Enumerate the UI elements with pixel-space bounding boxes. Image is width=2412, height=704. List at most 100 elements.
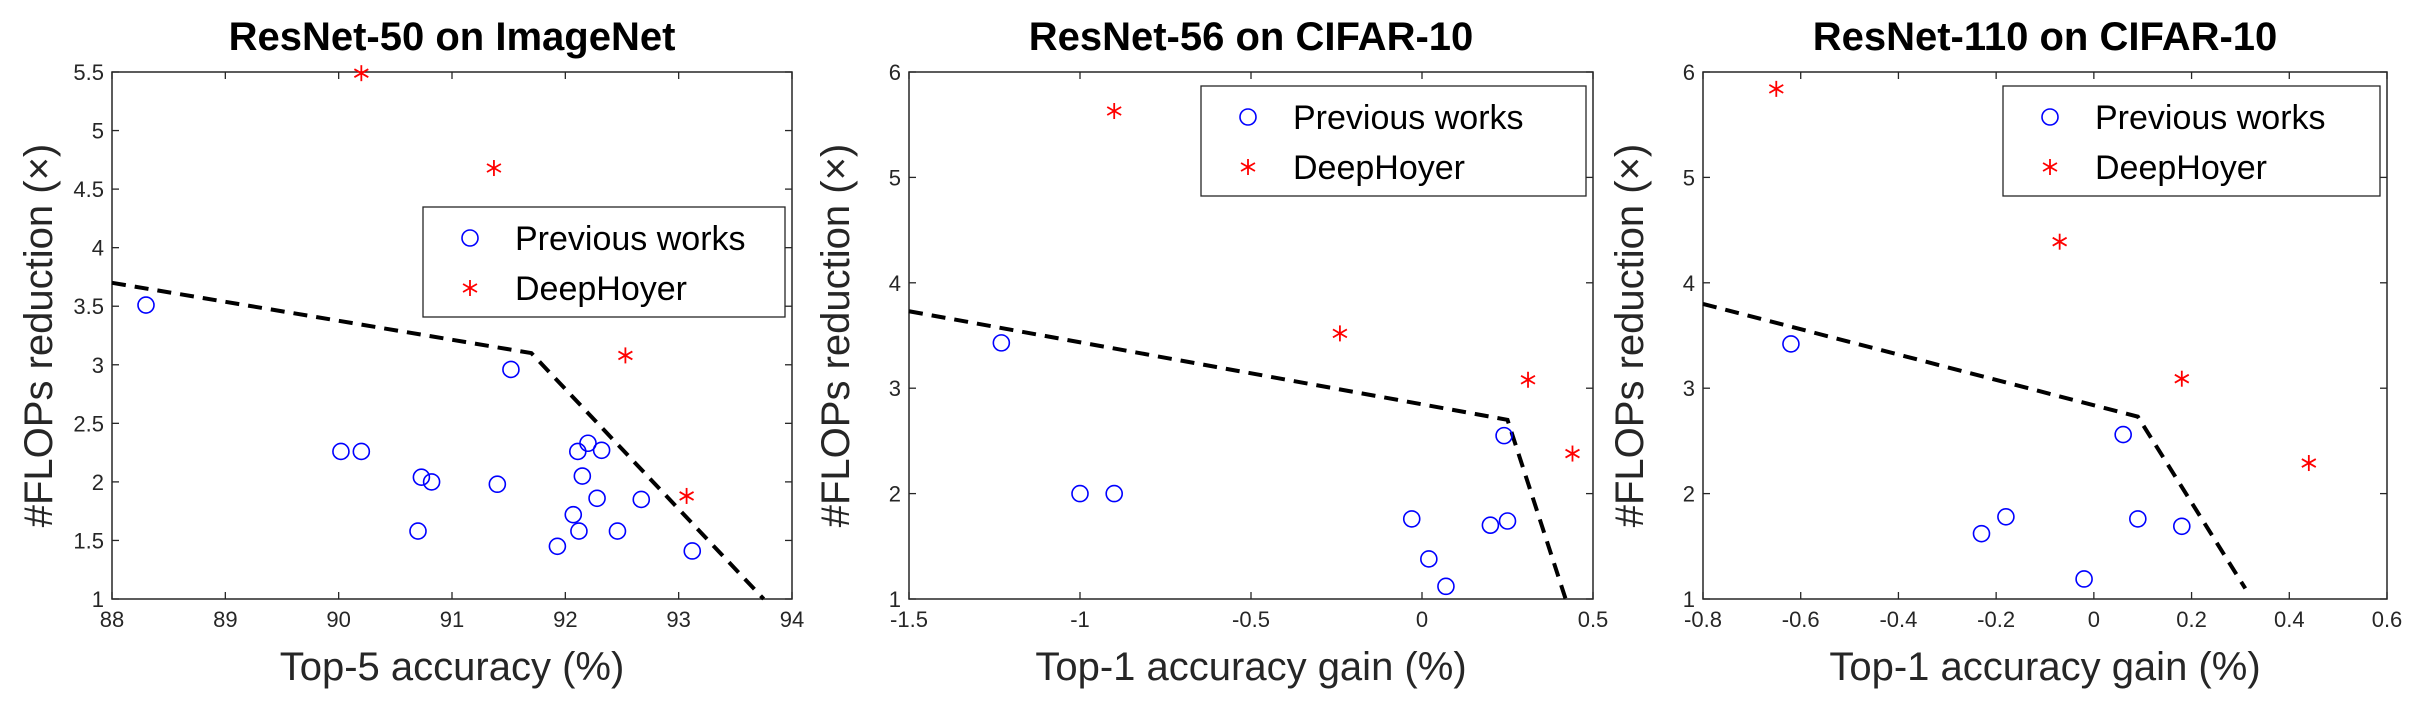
- y-tick-label: 1: [889, 587, 901, 612]
- series-previous-works: [992, 334, 1517, 596]
- series-previous-works: [137, 296, 702, 560]
- x-tick-label: 0.4: [2274, 607, 2305, 632]
- x-tick-label: -1.5: [890, 607, 928, 632]
- y-tick-label: 5: [889, 165, 901, 190]
- data-point-circle: [1402, 510, 1421, 528]
- data-point-asterisk: [2052, 233, 2068, 250]
- legend: Previous works DeepHoyer: [2002, 85, 2381, 197]
- data-point-circle: [502, 360, 520, 379]
- asterisk-stroke: [2052, 236, 2068, 247]
- chart-panel-3: -0.8 -0.6 -0.4 -0.2 0 0.2 0.4 0.6 1 2 3 4 5 6 ResNet-1…: [1608, 15, 2402, 689]
- y-tick-label: 6: [1683, 60, 1695, 85]
- asterisk-stroke: [2042, 162, 2058, 172]
- x-tick-label: 90: [326, 607, 350, 632]
- data-point-circle: [579, 434, 597, 453]
- asterisk-stroke: [1240, 162, 1256, 172]
- data-point-circle: [592, 441, 611, 460]
- data-point-circle: [409, 522, 427, 540]
- asterisk-stroke: [1768, 84, 1784, 94]
- legend-entry: Previous works: [1293, 99, 1524, 137]
- y-tick-label: 4: [1683, 271, 1695, 296]
- asterisk-stroke: [1332, 328, 1348, 339]
- data-point-asterisk: [1768, 80, 1784, 97]
- data-point-asterisk: [1520, 371, 1536, 388]
- x-tick-label: 0.2: [2176, 607, 2207, 632]
- data-point-circle: [2129, 510, 2147, 528]
- x-axis-label: Top-5 accuracy (%): [280, 645, 625, 689]
- y-tick-label: 4: [889, 271, 901, 296]
- data-point-circle: [1105, 484, 1123, 503]
- x-tick-label: -0.6: [1782, 607, 1820, 632]
- y-tick-label: 1: [1683, 587, 1695, 612]
- y-axis-label: #FLOPs reduction (×): [1608, 144, 1652, 528]
- data-point-asterisk: [2301, 455, 2317, 472]
- x-tick-label: 89: [213, 607, 237, 632]
- y-tick-label: 4: [92, 236, 104, 261]
- asterisk-stroke: [486, 163, 502, 173]
- frontier-line: [1702, 301, 2248, 590]
- chart-title: ResNet-50 on ImageNet: [229, 15, 676, 59]
- legend-entry: DeepHoyer: [1293, 149, 1465, 187]
- legend-entry: Previous works: [2095, 99, 2326, 137]
- y-tick-label: 1: [92, 587, 104, 612]
- legend-box: [2002, 85, 2381, 197]
- x-tick-label: 91: [440, 607, 464, 632]
- data-point-circle: [422, 473, 441, 491]
- legend: Previous works DeepHoyer: [422, 206, 786, 318]
- data-point-circle: [548, 537, 567, 556]
- data-point-asterisk: [1565, 445, 1580, 462]
- data-point-asterisk: [2174, 370, 2190, 387]
- data-point-circle: [2173, 517, 2191, 536]
- x-tick-label: 0.6: [2372, 607, 2403, 632]
- data-point-circle: [461, 229, 479, 247]
- data-point-circle: [137, 296, 155, 314]
- asterisk-stroke: [462, 283, 478, 293]
- asterisk-stroke: [2174, 373, 2190, 384]
- y-tick-label: 2.5: [73, 411, 104, 436]
- y-tick-label: 5: [1683, 165, 1695, 190]
- series-previous-works: [1782, 335, 2191, 588]
- x-tick-label: 0: [1416, 607, 1428, 632]
- y-tick-label: 3: [889, 376, 901, 401]
- legend: Previous works DeepHoyer: [1200, 85, 1587, 197]
- data-point-circle: [1782, 335, 1800, 353]
- y-tick-label: 2: [1683, 482, 1695, 507]
- y-tick-label: 2: [889, 482, 901, 507]
- data-point-asterisk: [486, 160, 502, 177]
- x-tick-label: 88: [100, 607, 124, 632]
- x-axis-label: Top-1 accuracy gain (%): [1035, 645, 1466, 689]
- x-tick-label: -1: [1070, 607, 1090, 632]
- y-tick-label: 3: [1683, 376, 1695, 401]
- data-point-circle: [352, 442, 371, 461]
- data-point-circle: [1495, 426, 1513, 445]
- data-point-circle: [1997, 507, 2015, 526]
- y-tick-label: 2: [92, 470, 104, 495]
- data-point-asterisk: [462, 280, 478, 296]
- x-tick-label: 94: [780, 607, 804, 632]
- data-point-circle: [2041, 108, 2059, 126]
- x-tick-label: -0.5: [1232, 607, 1270, 632]
- data-point-circle: [608, 522, 627, 540]
- data-point-circle: [488, 475, 507, 494]
- data-point-asterisk: [679, 487, 695, 504]
- data-point-circle: [564, 505, 583, 524]
- x-tick-label: 93: [666, 607, 690, 632]
- data-point-circle: [1071, 484, 1089, 503]
- y-axis-label: #FLOPs reduction (×): [814, 144, 858, 528]
- frontier-line: [111, 280, 766, 601]
- legend-entry: Previous works: [515, 220, 746, 258]
- data-point-circle: [1498, 512, 1517, 530]
- chart-panel-2: -1.5 -1 -0.5 0 0.5 1 2 3 4 5 6 ResNet-56 on CIFAR-1…: [814, 15, 1608, 689]
- x-tick-label: -0.8: [1684, 607, 1722, 632]
- data-point-circle: [1481, 516, 1500, 535]
- y-tick-label: 6: [889, 60, 901, 85]
- y-tick-label: 4.5: [73, 177, 104, 202]
- data-point-circle: [2114, 425, 2132, 444]
- x-tick-label: 0: [2088, 607, 2100, 632]
- y-tick-label: 5.5: [73, 60, 104, 85]
- y-tick-label: 3: [92, 353, 104, 378]
- data-point-circle: [632, 490, 651, 509]
- y-axis-label: #FLOPs reduction (×): [17, 144, 61, 528]
- legend-entry: DeepHoyer: [515, 270, 687, 308]
